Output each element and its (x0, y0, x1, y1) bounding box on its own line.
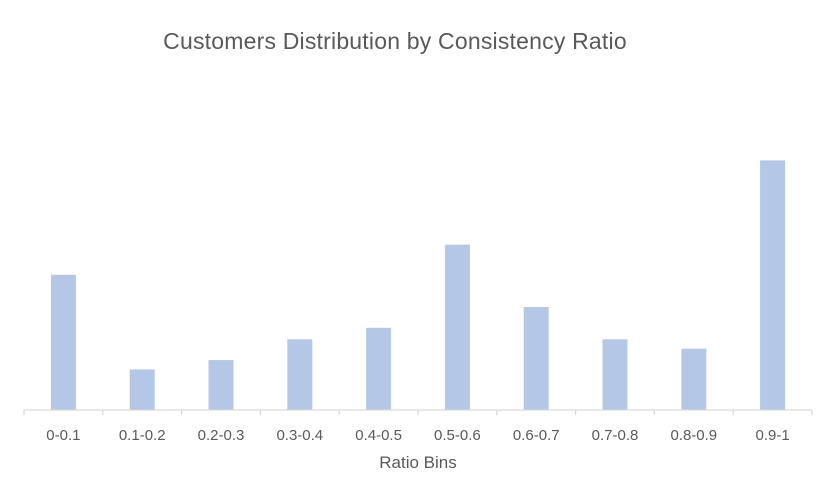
x-tick-label: 0.8-0.9 (670, 427, 717, 444)
bar-0.4-0.5 (366, 327, 392, 410)
bars-layer (50, 160, 786, 410)
x-tick-label: 0.3-0.4 (276, 427, 323, 444)
bar-0.1-0.2 (129, 369, 155, 410)
x-tick-label: 0-0.1 (46, 427, 80, 444)
bar-0.3-0.4 (287, 339, 313, 410)
x-tick-label: 0.5-0.6 (434, 427, 481, 444)
bar-0.6-0.7 (523, 307, 549, 410)
tick-marks (23, 410, 813, 415)
x-tick-labels: 0-0.1 0.1-0.2 0.2-0.3 0.3-0.4 0.4-0.5 0.5-0.6… (46, 427, 789, 444)
x-tick-label: 0.2-0.3 (198, 427, 245, 444)
x-axis-title: Ratio Bins (379, 453, 456, 472)
bar-0.9-1 (760, 160, 786, 410)
x-tick-label: 0.1-0.2 (119, 427, 166, 444)
bar-0.2-0.3 (208, 360, 234, 410)
chart-title: Customers Distribution by Consistency Ra… (163, 28, 627, 54)
x-tick-label: 0.7-0.8 (592, 427, 639, 444)
bar-0.7-0.8 (602, 339, 628, 410)
bar-0-0.1 (50, 274, 76, 410)
bar-0.8-0.9 (681, 348, 707, 410)
bar-0.5-0.6 (444, 244, 470, 410)
x-tick-label: 0.6-0.7 (513, 427, 560, 444)
x-tick-label: 0.9-1 (755, 427, 789, 444)
x-tick-label: 0.4-0.5 (355, 427, 402, 444)
